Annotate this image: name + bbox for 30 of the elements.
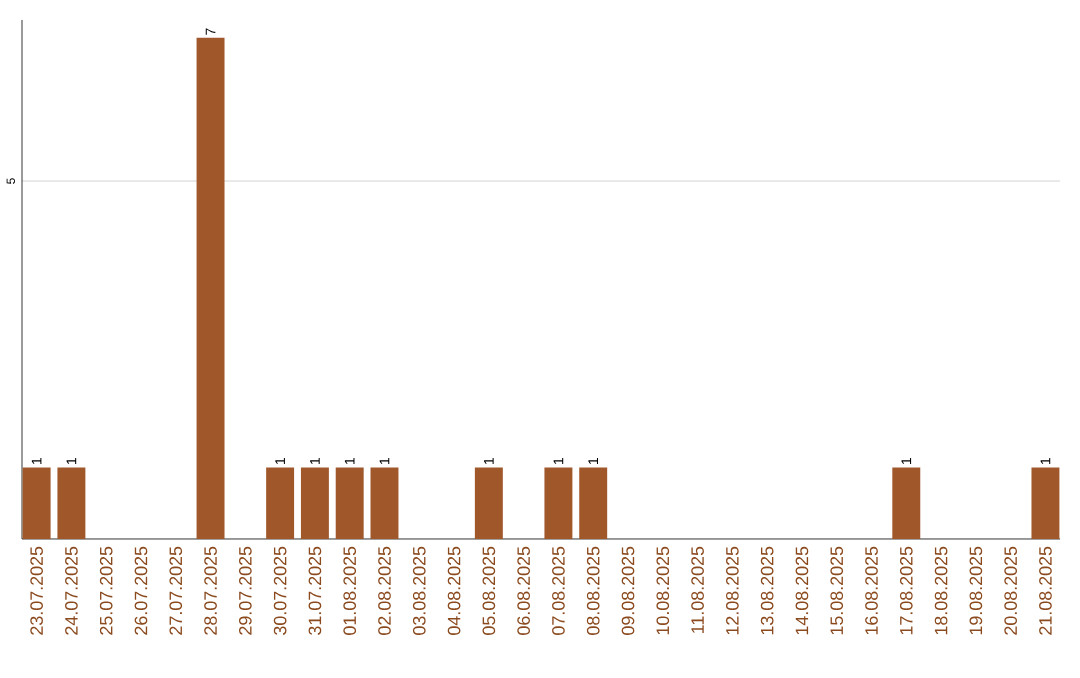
x-tick-label: 28.07.2025: [204, 546, 217, 635]
x-tick-label: 24.07.2025: [65, 546, 78, 635]
x-tick-label: 25.07.2025: [99, 546, 113, 635]
x-tick-label: 20.08.2025: [1004, 546, 1017, 635]
x-tick-label: 19.08.2025: [969, 546, 983, 634]
x-tick-label: 06.08.2025: [517, 546, 530, 635]
x-tick-label: 07.08.2025: [552, 546, 565, 635]
x-tick-label: 23.07.2025: [30, 546, 43, 635]
x-tick-label: 11.08.2025: [691, 546, 704, 633]
x-tick-label: 29.07.2025: [238, 546, 252, 635]
x-tick-label: 12.08.2025: [726, 546, 739, 634]
x-tick-label: 02.08.2025: [378, 546, 391, 635]
x-tick-label: 31.07.2025: [308, 546, 322, 635]
x-tick-label: 30.07.2025: [273, 546, 287, 635]
x-tick-label: 10.08.2025: [656, 546, 670, 634]
x-tick-label: 17.08.2025: [899, 546, 913, 634]
x-tick-label: 05.08.2025: [482, 546, 496, 635]
x-tick-label: 16.08.2025: [865, 546, 878, 634]
x-tick-label: 01.08.2025: [343, 546, 357, 635]
x-tick-label: 15.08.2025: [830, 546, 844, 634]
x-tick-label: 03.08.2025: [412, 546, 426, 635]
x-tick-label: 04.08.2025: [447, 546, 461, 635]
x-tick-label: 13.08.2025: [760, 546, 774, 634]
x-tick-label: 14.08.2025: [795, 546, 809, 634]
x-tick-label: 08.08.2025: [586, 546, 600, 635]
x-tick-label: 09.08.2025: [621, 546, 635, 635]
x-tick-label: 26.07.2025: [134, 546, 148, 635]
x-tick-label: 21.08.2025: [1039, 546, 1052, 635]
x-tick-label: 27.07.2025: [169, 546, 183, 635]
x-tick-label: 18.08.2025: [934, 546, 948, 634]
